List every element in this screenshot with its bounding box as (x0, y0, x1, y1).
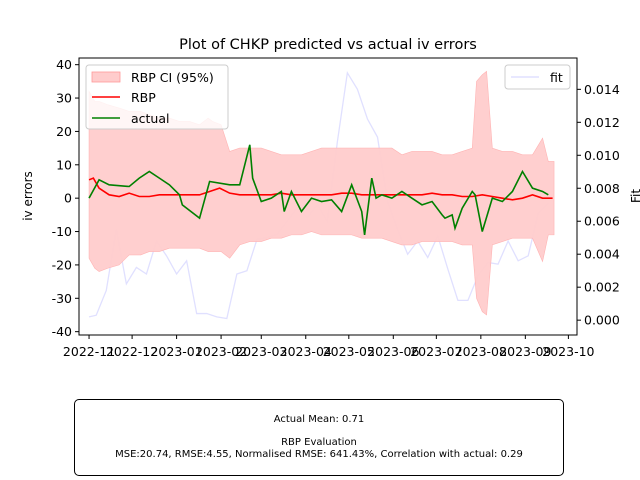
y2-tick-label: 0.004 (584, 247, 620, 262)
x-axis: 2022-112022-122023-012023-022023-032023-… (63, 335, 595, 359)
y-tick-label: 40 (56, 57, 72, 72)
legend-label-ci: RBP CI (95%) (131, 70, 214, 85)
y-tick-label: 10 (56, 157, 72, 172)
y2-tick-label: 0.006 (584, 214, 620, 229)
ci-band-layer (88, 70, 555, 316)
y-tick-label: -10 (52, 224, 72, 239)
y-tick-label: -30 (52, 291, 72, 306)
y2-tick-label: 0.008 (584, 181, 620, 196)
legend-left-frame (85, 64, 229, 130)
summary-box: Actual Mean: 0.71 RBP Evaluation MSE:20.… (74, 399, 564, 476)
x-tick-label: 2023-10 (542, 344, 594, 359)
evaluation-heading: RBP Evaluation (281, 437, 357, 448)
x-tick-label: 2023-03 (235, 344, 287, 359)
evaluation-metrics: MSE:20.74, RMSE:4.55, Normalised RMSE: 6… (115, 449, 523, 460)
legend-swatch-ci (91, 71, 121, 83)
y2-tick-label: 0.010 (584, 148, 620, 163)
x-tick-label: 2023-04 (280, 344, 332, 359)
y-tick-label: 20 (56, 124, 72, 139)
legend-left: RBP CI (95%) RBP actual (85, 64, 229, 130)
y-axis-label: iv errors (21, 171, 35, 221)
rbp-line (88, 177, 553, 201)
y-axis-left: -40 -30 -20 -10 0 10 20 30 40 (52, 57, 79, 339)
x-tick-label: 2022-12 (106, 344, 158, 359)
legend-right: fit (504, 64, 571, 90)
legend-label-actual: actual (131, 111, 170, 126)
actual-series-layer (88, 144, 549, 235)
actual-line (88, 144, 549, 235)
ci-band (88, 70, 555, 316)
actual-mean-text: Actual Mean: 0.71 (273, 414, 365, 425)
y-tick-label: -20 (52, 257, 72, 272)
x-tick-label: 2023-02 (195, 344, 247, 359)
x-tick-label: 2023-08 (455, 344, 507, 359)
x-tick-label: 2023-06 (367, 344, 419, 359)
y2-axis-label: Fit (629, 189, 640, 203)
x-tick-label: 2023-01 (150, 344, 202, 359)
legend-label-rbp: RBP (131, 90, 156, 105)
y-tick-label: 0 (64, 191, 72, 206)
y-tick-label: -40 (52, 324, 72, 339)
y2-tick-label: 0.000 (584, 313, 620, 328)
y-axis-right: 0.000 0.002 0.004 0.006 0.008 0.010 0.012 0.014 (577, 82, 620, 328)
chart-title: Plot of CHKP predicted vs actual iv erro… (179, 37, 477, 53)
x-tick-label: 2023-07 (410, 344, 462, 359)
legend-label-fit: fit (550, 70, 563, 85)
x-tick-label: 2023-09 (499, 344, 551, 359)
y-tick-label: 30 (56, 91, 72, 106)
chart: Plot of CHKP predicted vs actual iv erro… (21, 37, 640, 359)
y2-tick-label: 0.012 (584, 115, 620, 130)
y2-tick-label: 0.002 (584, 280, 620, 295)
plot-frame (78, 57, 578, 336)
rbp-series-layer (88, 177, 553, 201)
y2-tick-label: 0.014 (584, 82, 620, 97)
x-tick-label: 2022-11 (63, 344, 115, 359)
x-tick-label: 2023-05 (323, 344, 375, 359)
